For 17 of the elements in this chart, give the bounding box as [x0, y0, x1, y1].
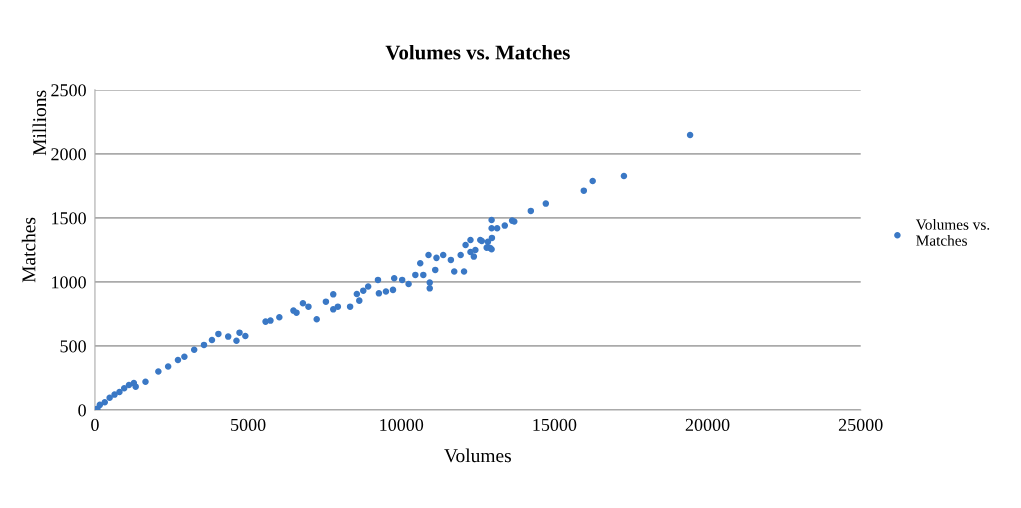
- y-tick-label: 2000: [51, 148, 86, 161]
- x-tick-label: 10000: [380, 418, 424, 431]
- x-tick-label: 20000: [685, 418, 730, 431]
- chart-title: Volumes vs. Matches: [385, 44, 570, 60]
- y-axis-title: Matches: [21, 217, 36, 283]
- text: Millions: [32, 90, 47, 156]
- x-axis-title: Volumes: [444, 448, 511, 463]
- legend-label: Volumes vs. Matches: [915, 219, 990, 246]
- y-tick-label: 1500: [52, 212, 86, 225]
- x-tick-label: 5000: [231, 418, 266, 431]
- y-tick-label: 500: [60, 340, 86, 353]
- y-tick-label: 0: [78, 404, 86, 417]
- x-tick-label: 15000: [533, 418, 577, 431]
- y-tick-label: 1000: [52, 276, 86, 289]
- x-tick-label: 0: [91, 418, 99, 431]
- x-tick-label: 25000: [838, 418, 883, 431]
- y-tick-label: 2500: [51, 84, 86, 97]
